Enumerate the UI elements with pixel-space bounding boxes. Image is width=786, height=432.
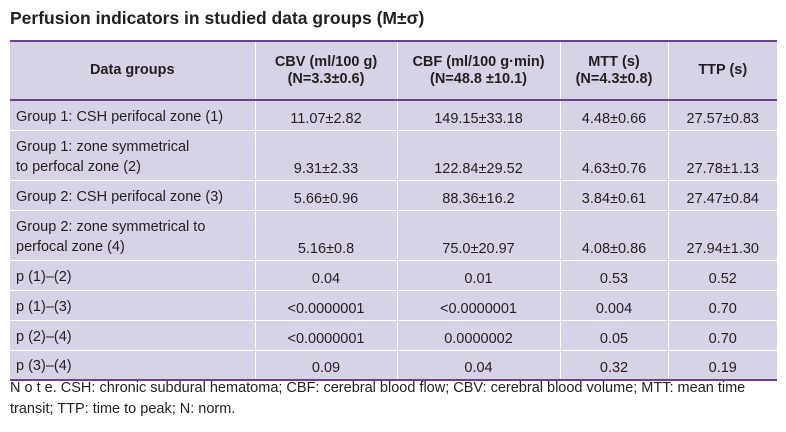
cbv-cell: 11.07±2.82	[255, 100, 398, 131]
row-label-line: perfocal zone (4)	[16, 238, 125, 255]
header-cbf: CBF (ml/100 g·min) (N=48.8 ±10.1)	[397, 40, 561, 101]
row-label-line: p (1)–(3)	[16, 298, 72, 315]
cbv-cell: 0.04	[255, 260, 398, 291]
perfusion-table: Data groups CBV (ml/100 g) (N=3.3±0.6) CB…	[10, 40, 777, 381]
mtt-cell: 4.63±0.76	[560, 130, 669, 181]
table-footnote: N o t e. CSH: chronic subdural hematoma;…	[10, 378, 780, 420]
header-line: Data groups	[89, 62, 175, 78]
header-line: CBF (ml/100 g·min)	[412, 53, 545, 70]
cbf-cell: 0.04	[397, 350, 561, 381]
row-label-line: p (1)–(2)	[16, 268, 72, 285]
ttp-cell: 27.78±1.13	[668, 130, 777, 181]
header-line: MTT (s)	[588, 53, 640, 70]
table-row: Group 1: CSH perifocal zone (1) 11.07±2.…	[10, 100, 777, 131]
cbf-cell: 0.0000002	[397, 320, 561, 351]
header-line: (N=48.8 ±10.1)	[429, 70, 528, 87]
ttp-cell: 0.19	[668, 350, 777, 381]
cbf-cell: 122.84±29.52	[397, 130, 561, 181]
ttp-cell: 27.57±0.83	[668, 100, 777, 131]
row-label: Group 2: CSH perifocal zone (3)	[10, 180, 256, 211]
cbv-cell: 5.66±0.96	[255, 180, 398, 211]
table-row: p (2)–(4) <0.0000001 0.0000002 0.05 0.70	[10, 320, 777, 351]
table-row: p (3)–(4) 0.09 0.04 0.32 0.19	[10, 350, 777, 381]
mtt-cell: 0.05	[560, 320, 669, 351]
header-line: (N=4.3±0.8)	[575, 70, 653, 87]
ttp-cell: 0.70	[668, 320, 777, 351]
header-line: (N=3.3±0.6)	[287, 70, 365, 87]
cbv-cell: 5.16±0.8	[255, 210, 398, 261]
table-header-row: Data groups CBV (ml/100 g) (N=3.3±0.6) CB…	[10, 40, 777, 101]
header-data-groups: Data groups	[10, 40, 256, 101]
cbv-cell: 0.09	[255, 350, 398, 381]
row-label-line: p (3)–(4)	[16, 358, 72, 374]
ttp-cell: 0.52	[668, 260, 777, 291]
cbf-cell: 88.36±16.2	[397, 180, 561, 211]
row-label: Group 2: zone symmetrical to perfocal zon…	[10, 210, 256, 261]
cbf-cell: <0.0000001	[397, 290, 561, 321]
cbv-cell: 9.31±2.33	[255, 130, 398, 181]
header-line: TTP (s)	[698, 62, 748, 78]
mtt-cell: 0.004	[560, 290, 669, 321]
table-row: p (1)–(2) 0.04 0.01 0.53 0.52	[10, 260, 777, 291]
mtt-cell: 3.84±0.61	[560, 180, 669, 211]
row-label: Group 1: CSH perifocal zone (1)	[10, 100, 256, 131]
table-row: Group 1: zone symmetrical to perfocal zon…	[10, 130, 777, 181]
row-label-line: Group 1: CSH perifocal zone (1)	[16, 108, 224, 125]
header-cbv: CBV (ml/100 g) (N=3.3±0.6)	[255, 40, 398, 101]
row-label-line: Group 2: zone symmetrical to	[16, 218, 206, 235]
mtt-cell: 0.32	[560, 350, 669, 381]
ttp-cell: 27.94±1.30	[668, 210, 777, 261]
row-label-line: Group 2: CSH perifocal zone (3)	[16, 188, 224, 205]
row-label-line: to perfocal zone (2)	[16, 158, 141, 175]
table-row: Group 2: CSH perifocal zone (3) 5.66±0.9…	[10, 180, 777, 211]
note-text: CSH: chronic subdural hematoma; CBF: cer…	[10, 380, 746, 417]
cbf-cell: 0.01	[397, 260, 561, 291]
mtt-cell: 4.48±0.66	[560, 100, 669, 131]
row-label-line: Group 1: zone symmetrical	[16, 138, 190, 155]
cbv-cell: <0.0000001	[255, 320, 398, 351]
cbf-cell: 149.15±33.18	[397, 100, 561, 131]
row-label-line: p (2)–(4)	[16, 328, 72, 345]
row-label: p (1)–(3)	[10, 290, 256, 321]
row-label: p (1)–(2)	[10, 260, 256, 291]
ttp-cell: 0.70	[668, 290, 777, 321]
row-label: Group 1: zone symmetrical to perfocal zon…	[10, 130, 256, 181]
ttp-cell: 27.47±0.84	[668, 180, 777, 211]
table-title: Perfusion indicators in studied data gro…	[10, 8, 425, 28]
header-mtt: MTT (s) (N=4.3±0.8)	[560, 40, 669, 101]
note-lead: N o t e.	[10, 380, 57, 396]
mtt-cell: 4.08±0.86	[560, 210, 669, 261]
row-label: p (3)–(4)	[10, 350, 256, 381]
cbf-cell: 75.0±20.97	[397, 210, 561, 261]
cbv-cell: <0.0000001	[255, 290, 398, 321]
mtt-cell: 0.53	[560, 260, 669, 291]
table-row: Group 2: zone symmetrical to perfocal zon…	[10, 210, 777, 261]
header-line: CBV (ml/100 g)	[274, 53, 378, 70]
row-label: p (2)–(4)	[10, 320, 256, 351]
header-ttp: TTP (s)	[668, 40, 777, 101]
table-row: p (1)–(3) <0.0000001 <0.0000001 0.004 0.…	[10, 290, 777, 321]
